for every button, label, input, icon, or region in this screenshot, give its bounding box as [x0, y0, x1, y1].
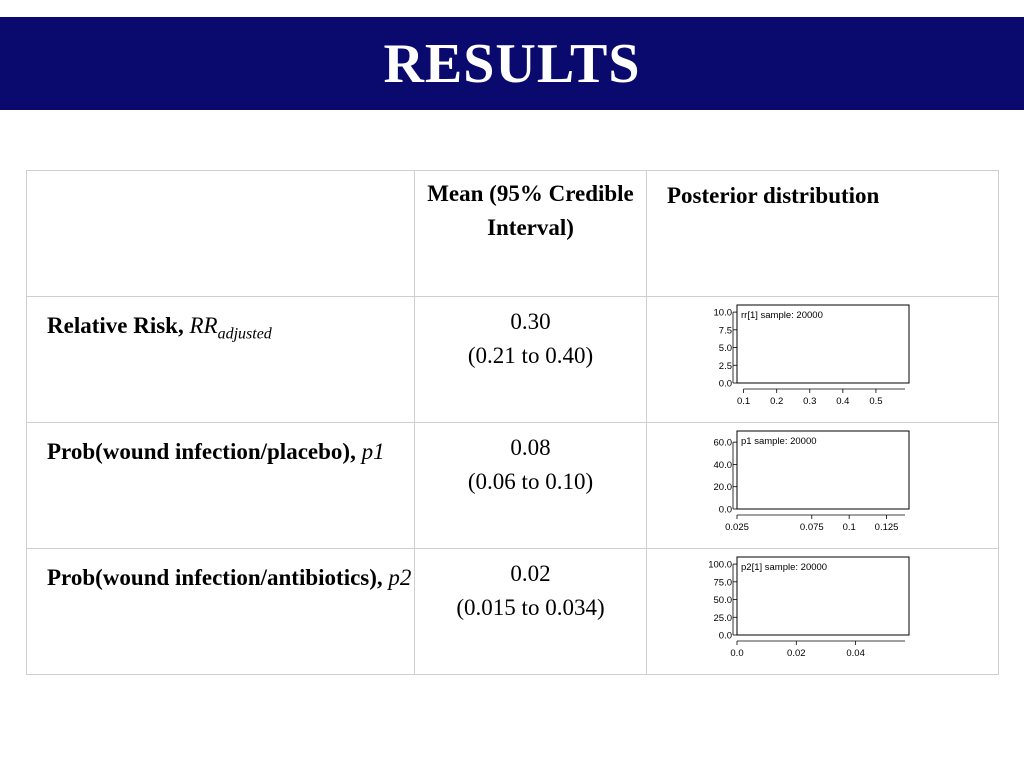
row-symbol: p1: [361, 439, 385, 464]
row-interval: (0.21 to 0.40): [467, 343, 594, 368]
row-mean: 0.30: [510, 309, 551, 334]
plot-title: p1 sample: 20000: [741, 436, 817, 447]
row-label: Prob(wound infection/placebo),: [47, 439, 362, 464]
posterior-plot-cell: p1 sample: 20000 60.0 40.0 20.0 0.0 0.025 0.07…: [646, 422, 999, 549]
x-tick-label: 0.3: [803, 396, 816, 407]
header-posterior: Posterior distribution: [646, 170, 999, 297]
x-tick-label: 0.125: [875, 522, 899, 533]
row-symbol: p2: [388, 565, 412, 590]
row-label-cell: Relative Risk, RRadjusted: [26, 296, 415, 423]
row-label: Prob(wound infection/antibiotics),: [47, 565, 389, 590]
y-tick-label: 7.5: [719, 325, 732, 336]
y-tick-label: 2.5: [719, 361, 732, 372]
row-mean-cell: 0.08 (0.06 to 0.10): [414, 422, 647, 549]
row-interval: (0.015 to 0.034): [456, 595, 605, 620]
x-tick-label: 0.4: [836, 396, 849, 407]
y-tick-label: 0.0: [719, 631, 732, 642]
x-tick-label: 0.02: [787, 648, 806, 659]
row-symbol-subscript: adjusted: [217, 325, 272, 343]
plot-frame: [736, 304, 910, 384]
y-tick-label: 50.0: [714, 595, 733, 606]
y-tick-label: 5.0: [719, 343, 732, 354]
results-table: Mean (95% Credible Interval) Posterior d…: [26, 170, 999, 675]
row-label: Relative Risk,: [47, 313, 190, 338]
y-tick-label: 10.0: [714, 308, 733, 319]
posterior-plot-cell: rr[1] sample: 20000 10.0 7.5 5.0 2.5 0.0 0.1 0.…: [646, 296, 999, 423]
plot-title: p2[1] sample: 20000: [741, 562, 827, 573]
y-tick-label: 40.0: [714, 460, 733, 471]
x-tick-label: 0.025: [725, 522, 749, 533]
plot-frame: [736, 556, 910, 636]
posterior-plot-cell: p2[1] sample: 20000 100.0 75.0 50.0 25.0 0.0 0…: [646, 548, 999, 675]
y-tick-label: 0.0: [719, 379, 732, 390]
row-mean: 0.08: [510, 435, 551, 460]
plot-title: rr[1] sample: 20000: [741, 310, 823, 321]
row-mean-cell: 0.02 (0.015 to 0.034): [414, 548, 647, 675]
title-bar: RESULTS: [0, 17, 1024, 110]
x-tick-label: 0.0: [730, 648, 743, 659]
y-tick-label: 20.0: [714, 482, 733, 493]
y-tick-label: 25.0: [714, 613, 733, 624]
plot-frame: [736, 430, 910, 510]
table-row: Prob(wound infection/placebo), p1 0.08 (…: [26, 422, 999, 549]
x-tick-label: 0.1: [843, 522, 856, 533]
x-tick-label: 0.04: [846, 648, 865, 659]
table-header-row: Mean (95% Credible Interval) Posterior d…: [26, 170, 999, 297]
slide-title: RESULTS: [383, 32, 641, 95]
x-tick-label: 0.075: [800, 522, 824, 533]
posterior-plot-p1: p1 sample: 20000 60.0 40.0 20.0 0.0 0.025 0.07…: [714, 430, 910, 533]
x-tick-label: 0.1: [737, 396, 750, 407]
x-tick-label: 0.2: [770, 396, 783, 407]
row-interval: (0.06 to 0.10): [467, 469, 594, 494]
table-row: Prob(wound infection/antibiotics), p2 0.…: [26, 548, 999, 675]
posterior-plot-rr: rr[1] sample: 20000 10.0 7.5 5.0 2.5 0.0 0.1 0.…: [714, 304, 910, 407]
row-label-cell: Prob(wound infection/antibiotics), p2: [26, 548, 415, 675]
header-mean: Mean (95% Credible Interval): [414, 170, 647, 297]
y-tick-label: 0.0: [719, 505, 732, 516]
y-tick-label: 75.0: [714, 577, 733, 588]
row-mean: 0.02: [510, 561, 551, 586]
row-symbol: RR: [189, 313, 218, 338]
header-blank-cell: [26, 170, 415, 297]
y-tick-label: 100.0: [708, 560, 732, 571]
table-row: Relative Risk, RRadjusted 0.30 (0.21 to …: [26, 296, 999, 423]
row-mean-cell: 0.30 (0.21 to 0.40): [414, 296, 647, 423]
x-tick-label: 0.5: [869, 396, 882, 407]
row-label-cell: Prob(wound infection/placebo), p1: [26, 422, 415, 549]
y-tick-label: 60.0: [714, 438, 733, 449]
posterior-plot-p2: p2[1] sample: 20000 100.0 75.0 50.0 25.0 0.0 0…: [708, 556, 910, 659]
